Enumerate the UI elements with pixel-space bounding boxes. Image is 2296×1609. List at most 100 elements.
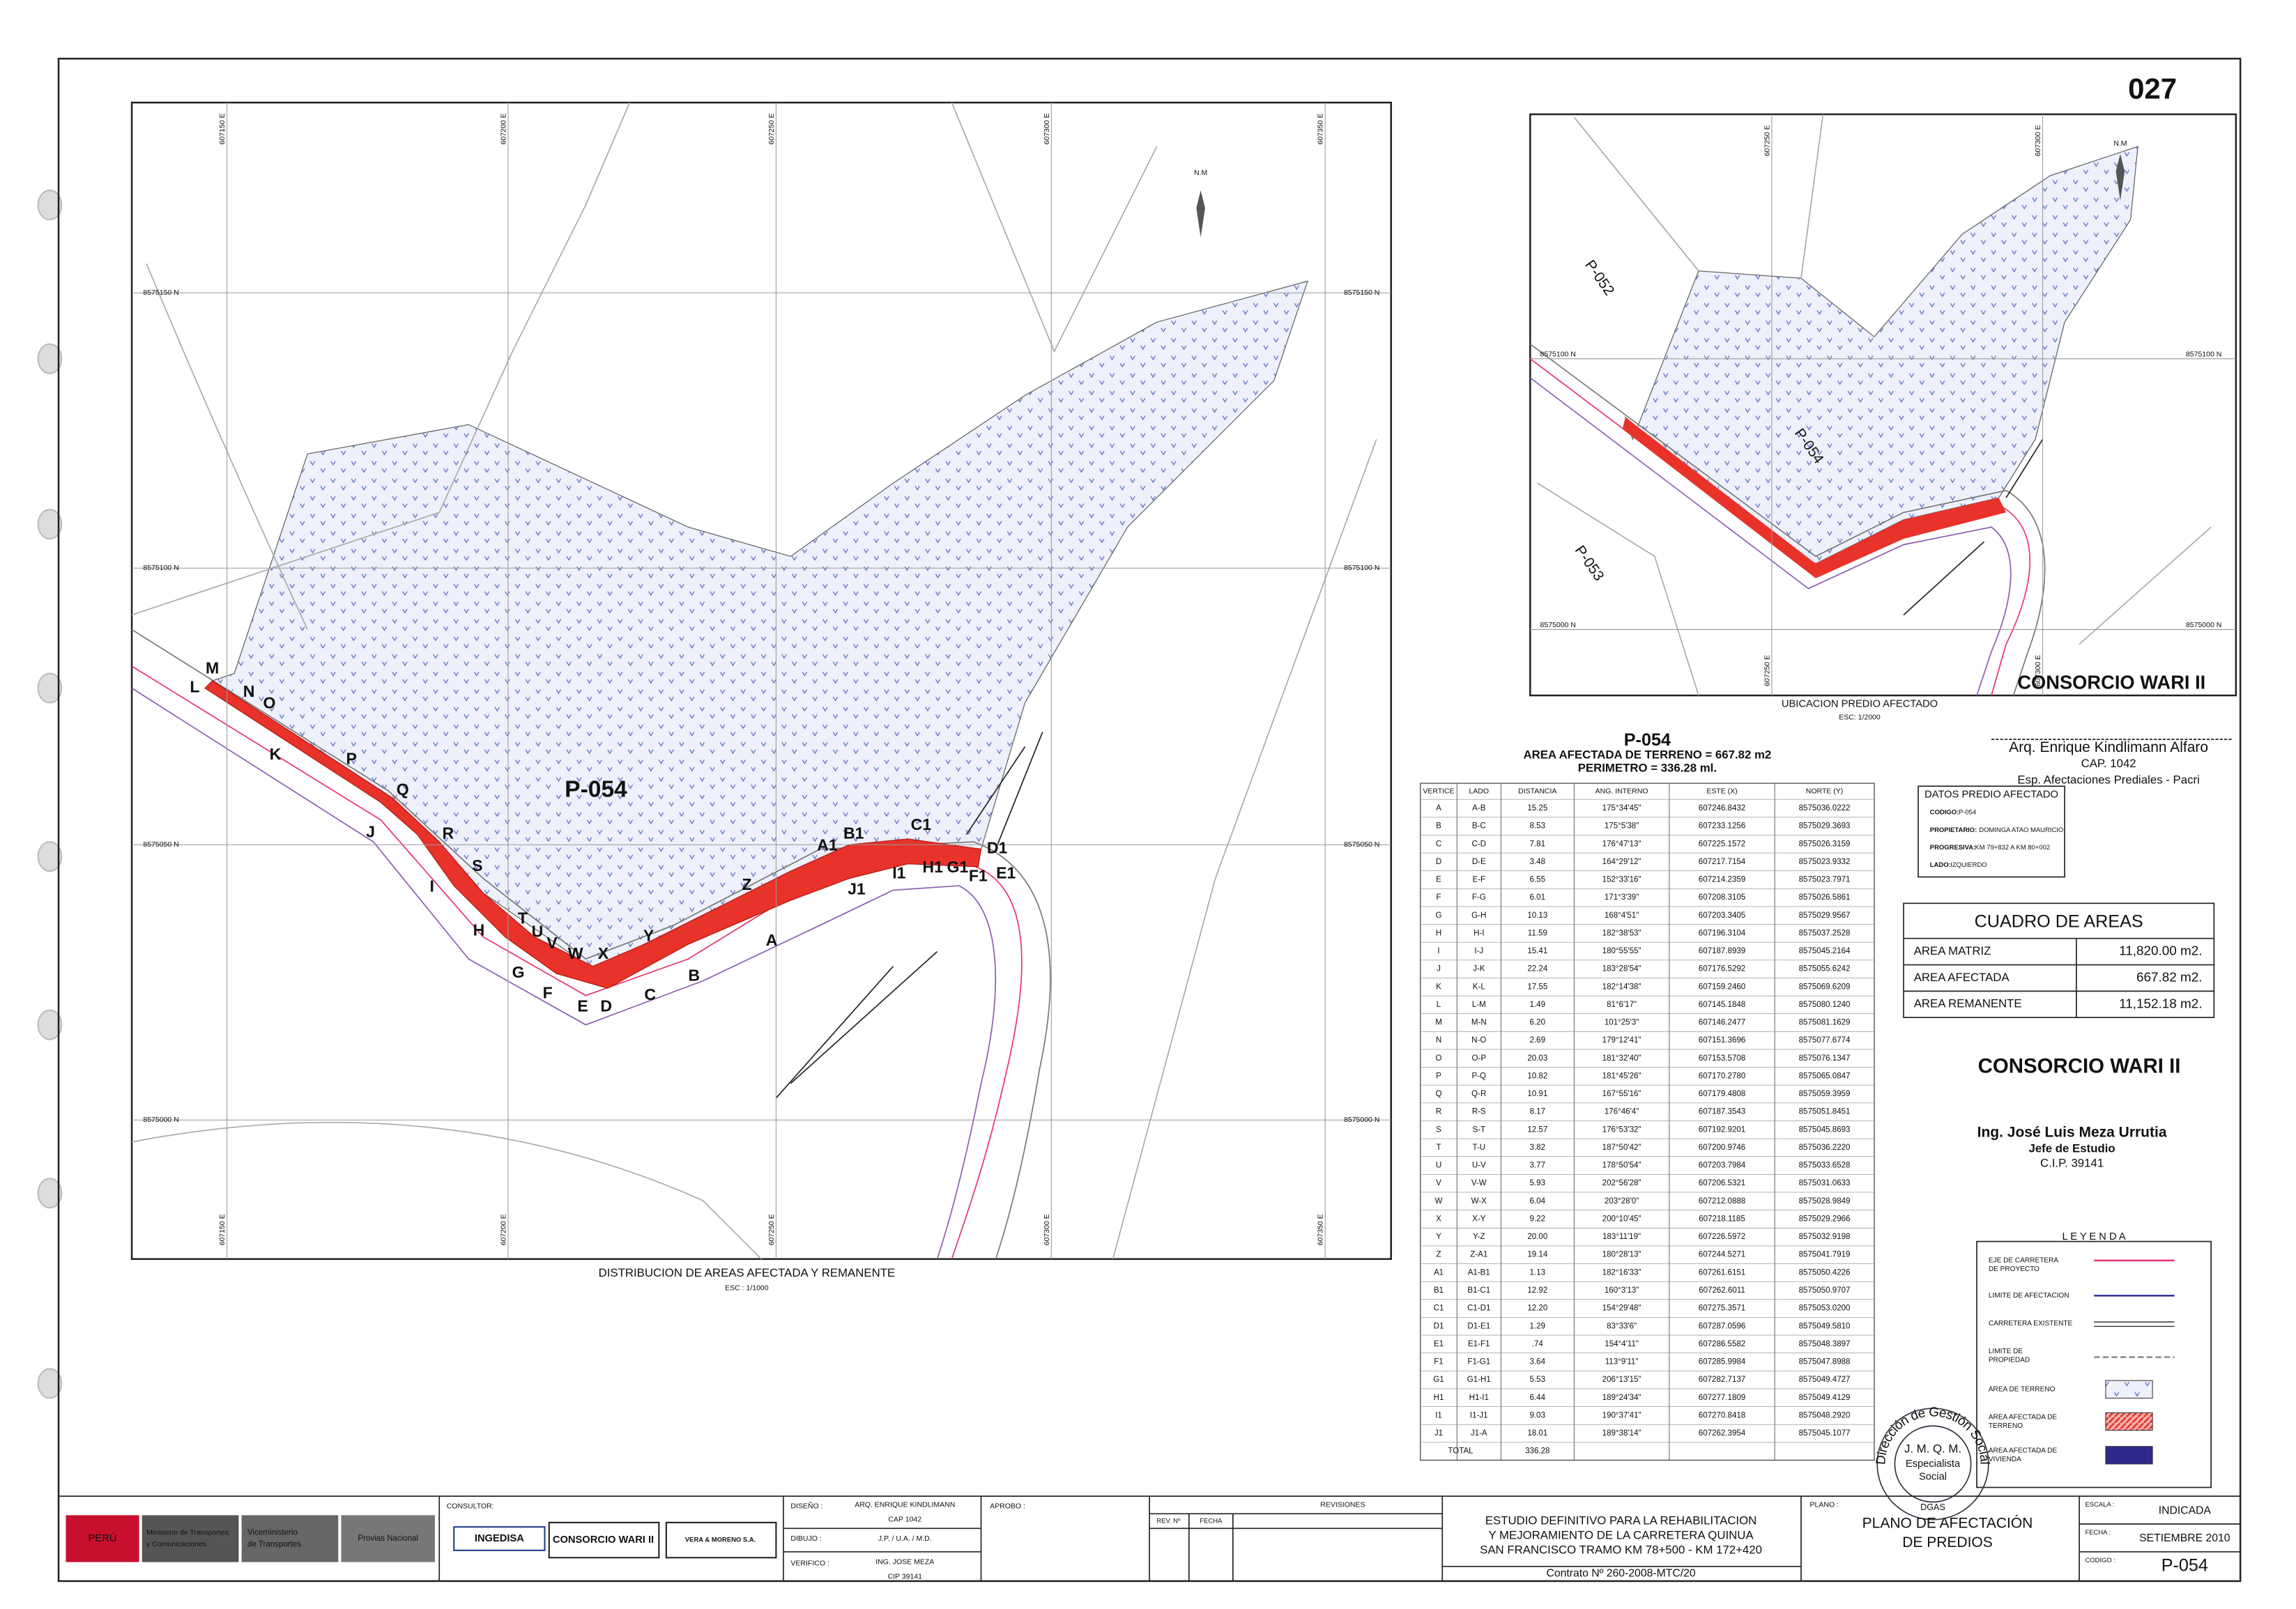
table-cell: B-C <box>1472 822 1486 831</box>
table-cell: D1 <box>1434 1322 1444 1330</box>
table-cell: 607203.3405 <box>1699 911 1745 920</box>
vertex-label: N <box>243 682 255 700</box>
table-cell: W-X <box>1471 1197 1487 1206</box>
table-cell: M-N <box>1471 1019 1487 1027</box>
plan-title: DE PREDIOS <box>1902 1534 1993 1550</box>
table-cell: O <box>1436 1054 1442 1063</box>
map-scale: ESC : 1/1000 <box>725 1284 769 1293</box>
table-cell: C1-D1 <box>1467 1304 1490 1313</box>
field-label: FECHA : <box>2085 1529 2111 1537</box>
table-cell: G1 <box>1433 1376 1444 1384</box>
table-cell: 607212.0888 <box>1699 1197 1745 1206</box>
vertex-label: E <box>577 997 588 1015</box>
table-cell: 164°29'12" <box>1602 858 1641 866</box>
table-cell: 152°33'16" <box>1602 876 1641 884</box>
legend-label: AREA AFECTADA DE <box>1989 1447 2058 1455</box>
table-cell: 180°28'13" <box>1602 1251 1641 1259</box>
grid-label: 607250 E <box>1763 125 1771 156</box>
table-cell: 178°50'54" <box>1602 1162 1641 1170</box>
table-frame <box>1420 783 1875 1461</box>
table-header: NORTE (Y) <box>1806 787 1843 795</box>
contract: Contrato Nº 260-2008-MTC/20 <box>1546 1568 1695 1580</box>
grid-label: 607250 E <box>767 114 776 145</box>
area-label: AREA REMANENTE <box>1914 997 2022 1010</box>
field-value: P-054 <box>1959 809 1976 817</box>
table-cell: 189°24'34" <box>1602 1394 1641 1402</box>
table-cell: B1-C1 <box>1467 1286 1490 1295</box>
map-caption: UBICACION PREDIO AFECTADO <box>1782 698 1938 709</box>
company: CONSORCIO WARI II <box>1978 1054 2181 1077</box>
table-cell: 182°14'38" <box>1602 983 1641 991</box>
north-label: N.M <box>1194 169 1207 177</box>
vertex-label: A1 <box>817 836 838 854</box>
table-cell: 187°50'42" <box>1602 1144 1641 1152</box>
table-cell: 8575037.2528 <box>1799 929 1851 937</box>
table-cell: 168°4'51" <box>1605 911 1639 920</box>
vertex-label: A <box>766 931 778 949</box>
table-cell: B <box>1436 822 1441 831</box>
table-perimeter: PERIMETRO = 336.28 ml. <box>1578 761 1717 774</box>
table-cell: 12.92 <box>1527 1286 1547 1295</box>
vertex-label: S <box>472 856 482 875</box>
table-cell: 175°5'38" <box>1605 822 1639 831</box>
table-cell: 183°28'54" <box>1602 965 1641 973</box>
table-cell: 176°53'32" <box>1602 1125 1641 1134</box>
table-cell: 10.91 <box>1527 1090 1547 1098</box>
table-cell: 607153.5708 <box>1699 1054 1745 1063</box>
table-cell: I1 <box>1435 1411 1442 1419</box>
grid-label: 8575050 N <box>1344 840 1379 849</box>
table-cell: D <box>1436 858 1441 866</box>
table-cell: 15.25 <box>1527 804 1547 813</box>
table-cell: H1 <box>1434 1394 1444 1402</box>
grid-label: 8575100 N <box>1540 350 1576 358</box>
table-cell: 607146.2477 <box>1699 1019 1745 1027</box>
table-cell: M <box>1435 1019 1442 1027</box>
location-map <box>1529 113 2237 697</box>
area-label: AREA AFECTADA <box>1914 971 2010 984</box>
field-value: J.P. / U.A. / M.D. <box>878 1534 932 1543</box>
client: PERÚ <box>89 1532 117 1544</box>
vertex-label: I1 <box>892 863 905 882</box>
vertex-label: Q <box>397 780 409 799</box>
box-title: DATOS PREDIO AFECTADO <box>1924 790 2058 801</box>
vertex-label: G1 <box>947 858 968 876</box>
table-cell: 3.77 <box>1530 1162 1545 1170</box>
table-header: ANG. INTERNO <box>1595 787 1648 795</box>
table-cell: A-B <box>1472 804 1486 813</box>
table-cell: 8575033.6528 <box>1799 1162 1851 1170</box>
table-cell: 176°46'4" <box>1605 1108 1639 1116</box>
table-cell: 200°10'45" <box>1602 1215 1641 1223</box>
north-label: N.M <box>2113 139 2127 148</box>
map-scale: ESC: 1/2000 <box>1839 713 1881 721</box>
vertex-label: O <box>263 694 276 712</box>
table-cell: E <box>1436 876 1441 884</box>
vertex-label: T <box>518 909 528 927</box>
table-cell: J1-A <box>1471 1429 1487 1438</box>
box-title: CUADRO DE AREAS <box>1975 911 2143 931</box>
main-map <box>130 101 1392 1261</box>
field-label: PROPIETARIO: <box>1930 826 1977 834</box>
area-label: AREA MATRIZ <box>1914 944 1991 957</box>
field-value: ING. JOSE MEZA <box>875 1557 934 1566</box>
grid-label: 607300 E <box>2034 125 2042 156</box>
sheet-number: 027 <box>2128 72 2177 105</box>
table-cell: 8575065.0847 <box>1799 1072 1851 1080</box>
legend-label: CARRETERA EXISTENTE <box>1989 1320 2073 1327</box>
table-header: LADO <box>1469 787 1489 795</box>
table-cell: 8575031.0633 <box>1799 1179 1851 1187</box>
field-label: CONSULTOR: <box>447 1502 494 1511</box>
revisions-title: REVISIONES <box>1320 1500 1365 1509</box>
table-cell: I <box>1437 947 1439 955</box>
table-cell: L <box>1437 1001 1441 1009</box>
vertex-label: I <box>430 877 434 895</box>
table-cell: 10.13 <box>1527 911 1547 920</box>
signer-role: Jefe de Estudio <box>2029 1142 2115 1155</box>
table-cell: F <box>1436 893 1441 902</box>
grid-label: 607350 E <box>1317 114 1325 145</box>
table-cell: 22.24 <box>1527 965 1547 973</box>
table-cell: 607179.4808 <box>1699 1090 1745 1098</box>
vertex-label: H <box>473 921 485 939</box>
table-cell: 607286.5582 <box>1699 1340 1745 1348</box>
field-label: PROGRESIVA: <box>1930 844 1975 852</box>
table-cell: 8575029.2966 <box>1799 1215 1851 1223</box>
